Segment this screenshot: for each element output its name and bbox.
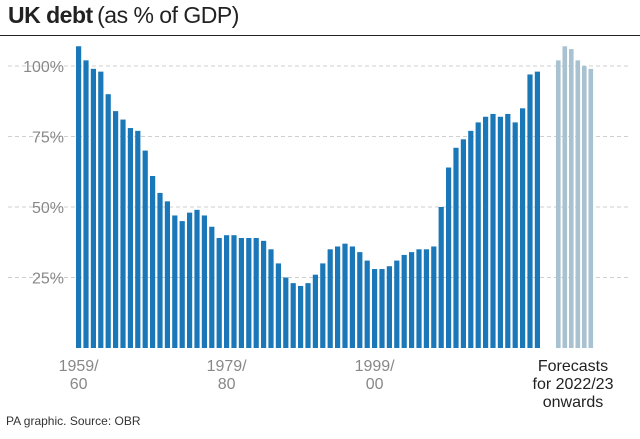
bar-1977 <box>209 226 215 348</box>
bar-1987 <box>283 277 289 348</box>
bar-2021 <box>534 71 540 348</box>
bar-2004 <box>409 252 415 348</box>
bar-1969 <box>150 175 156 348</box>
x-tick-label: 1959/ <box>59 358 100 375</box>
bar-1961 <box>90 68 96 348</box>
forecast-label: for 2022/23 <box>533 376 614 393</box>
bar-1971 <box>164 201 170 348</box>
y-tick-label: 75% <box>32 130 64 147</box>
bar-1992 <box>320 263 326 348</box>
y-axis-labels: 25% 50% 75% 100% <box>23 59 64 288</box>
bar-2019 <box>520 108 526 348</box>
bar-2017 <box>505 113 511 348</box>
forecast-bar-2025 <box>575 60 581 349</box>
x-tick-label: 80 <box>218 376 236 393</box>
bar-1982 <box>246 238 252 348</box>
bar-1962 <box>98 71 104 348</box>
bar-2006 <box>423 249 429 348</box>
bar-1997 <box>357 252 363 348</box>
y-tick-label: 100% <box>23 59 64 76</box>
bar-1991 <box>312 274 318 348</box>
bar-1996 <box>349 246 355 348</box>
source-note: PA graphic. Source: OBR <box>6 414 141 428</box>
forecast-bar-2026 <box>582 66 587 348</box>
y-tick-label: 25% <box>32 271 64 288</box>
bar-1972 <box>172 215 178 348</box>
x-tick-label: 1979/ <box>207 358 248 375</box>
bar-1978 <box>216 238 222 348</box>
forecast-label: Forecasts <box>538 358 608 375</box>
bar-1970 <box>157 192 163 348</box>
debt-bar-chart: 25% 50% 75% 100% 1959/60 1979/80 1999/00 Forec… <box>8 46 628 411</box>
bar-2012 <box>468 130 474 348</box>
y-tick-label: 50% <box>32 200 64 217</box>
x-tick-label: 60 <box>70 376 88 393</box>
bar-2001 <box>386 266 392 348</box>
forecast-bar-2023 <box>562 46 568 348</box>
bar-2000 <box>379 269 385 348</box>
bar-1981 <box>238 238 244 348</box>
bar-1986 <box>275 263 281 348</box>
bar-2008 <box>438 207 444 348</box>
bar-2014 <box>483 116 489 348</box>
bar-2011 <box>460 139 466 348</box>
forecast-bar-2022 <box>556 60 561 349</box>
bars <box>76 46 594 349</box>
bar-2018 <box>512 122 518 349</box>
x-tick-label: 1999/ <box>355 358 396 375</box>
bar-1985 <box>268 249 274 348</box>
forecast-bar-2024 <box>569 49 574 348</box>
forecast-bar-2027 <box>588 68 594 348</box>
bar-1983 <box>253 238 259 348</box>
bar-1988 <box>290 283 296 348</box>
bar-1966 <box>127 128 133 348</box>
bar-1993 <box>327 249 333 348</box>
bar-1984 <box>261 240 267 348</box>
bar-2003 <box>401 254 407 348</box>
bar-1975 <box>194 209 200 348</box>
bar-2002 <box>394 260 400 348</box>
bar-2015 <box>490 113 496 348</box>
bar-1979 <box>224 235 230 348</box>
bar-1999 <box>372 269 378 348</box>
x-tick-label: 00 <box>366 376 384 393</box>
title-subtitle: (as % of GDP) <box>97 2 239 28</box>
bar-2005 <box>416 249 422 348</box>
bar-1967 <box>135 130 141 348</box>
forecast-label: onwards <box>543 394 603 411</box>
bar-1974 <box>187 212 193 348</box>
bar-1980 <box>231 235 237 348</box>
bar-1965 <box>120 119 126 348</box>
bar-2016 <box>497 116 503 348</box>
bar-1995 <box>342 243 348 348</box>
title-divider <box>0 35 640 36</box>
bar-2009 <box>446 167 452 348</box>
bar-1994 <box>335 246 341 348</box>
bar-1959 <box>76 46 82 348</box>
bar-1964 <box>113 111 119 349</box>
bar-2020 <box>527 74 533 349</box>
chart-title: UK debt (as % of GDP) <box>8 2 239 36</box>
bar-1963 <box>105 94 111 348</box>
title-main: UK debt <box>8 2 93 28</box>
bar-1989 <box>298 285 304 348</box>
bar-2013 <box>475 122 481 349</box>
bar-1990 <box>305 283 311 348</box>
bar-2007 <box>431 246 437 348</box>
bar-1960 <box>83 60 89 349</box>
bar-1998 <box>364 260 370 348</box>
bar-2010 <box>453 147 459 348</box>
bar-1976 <box>201 215 207 348</box>
bar-1968 <box>142 150 148 348</box>
bar-1973 <box>179 221 185 348</box>
